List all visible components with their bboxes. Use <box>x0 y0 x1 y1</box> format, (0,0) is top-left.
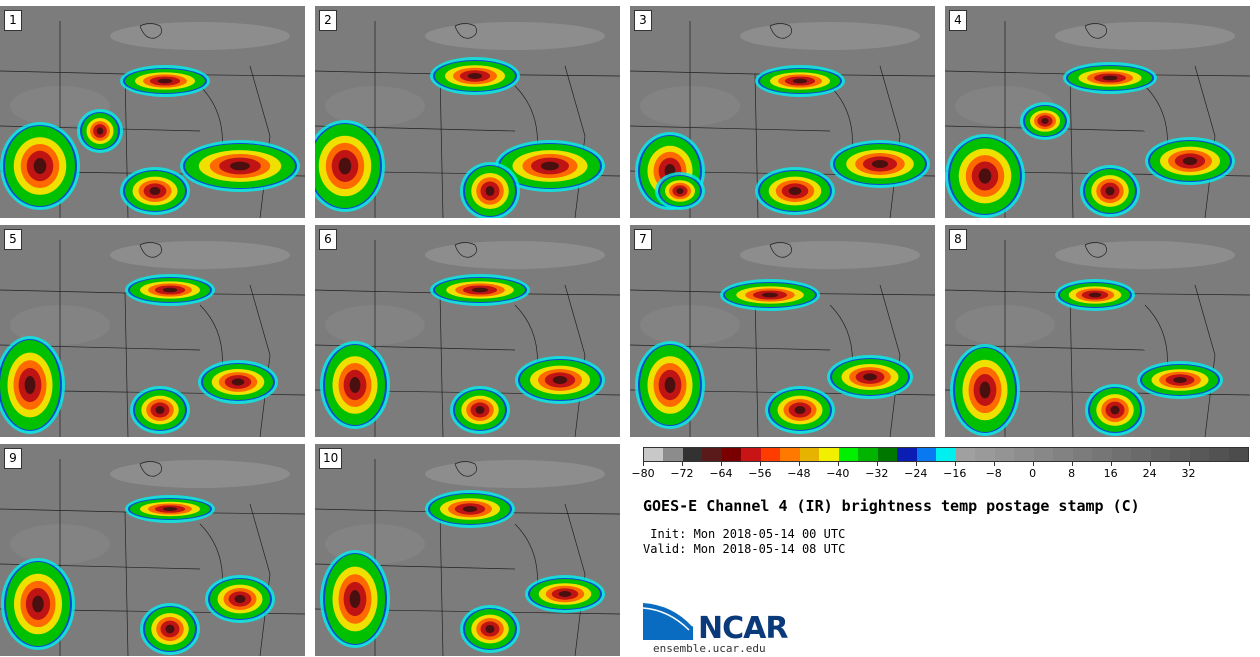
forecast-panel: 2 <box>315 6 620 218</box>
colorbar-swatch <box>1033 448 1054 461</box>
colorbar-swatch <box>994 448 1015 461</box>
colorbar-tick-label: −80 <box>631 467 655 480</box>
colorbar-swatch <box>1189 448 1210 461</box>
colorbar-tick <box>720 462 722 466</box>
temperature-colorbar: −80 −72 −64 −56 −48 −40 −32 −24 −16 −8 0 8 16 24 32 <box>631 447 1249 485</box>
colorbar-swatch <box>741 448 761 461</box>
panel-number: 9 <box>4 448 22 469</box>
site-url: ensemble.ucar.edu <box>653 642 766 655</box>
colorbar-swatch <box>858 448 878 461</box>
colorbar-tick <box>1032 462 1034 466</box>
colorbar-swatch <box>799 448 820 461</box>
colorbar-tick <box>1071 462 1073 466</box>
colorbar-tick-label: −72 <box>670 467 694 480</box>
colorbar-tick-label: 24 <box>1142 467 1157 480</box>
ir-satellite-map <box>630 6 935 218</box>
panel-number: 2 <box>319 10 337 31</box>
colorbar-tick-label: −48 <box>787 467 811 480</box>
colorbar-swatch <box>1150 448 1171 461</box>
ir-satellite-map <box>315 6 620 218</box>
colorbar-swatch <box>955 448 976 461</box>
colorbar-tick <box>681 462 683 466</box>
ir-satellite-map <box>315 444 620 656</box>
forecast-panel: 8 <box>945 225 1250 437</box>
ir-satellite-map <box>0 225 305 437</box>
colorbar-swatch <box>780 448 800 461</box>
ir-satellite-map <box>0 6 305 218</box>
colorbar-tick-label: −56 <box>748 467 772 480</box>
forecast-panel: 6 <box>315 225 620 437</box>
colorbar-swatch <box>1228 448 1249 461</box>
colorbar-swatch <box>819 448 839 461</box>
colorbar-swatch <box>682 448 703 461</box>
forecast-panel: 7 <box>630 225 935 437</box>
colorbar-swatch <box>1111 448 1132 461</box>
valid-time: Valid: Mon 2018-05-14 08 UTC <box>643 542 846 556</box>
colorbar-tick-label: −8 <box>985 467 1002 480</box>
colorbar-swatch <box>1072 448 1093 461</box>
colorbar-tick-label: 8 <box>1068 467 1076 480</box>
ir-satellite-map <box>945 6 1250 218</box>
colorbar-swatches <box>643 447 1249 462</box>
colorbar-swatch <box>721 448 742 461</box>
colorbar-tick-label: 16 <box>1103 467 1118 480</box>
colorbar-swatch <box>1053 448 1073 461</box>
ir-satellite-map <box>630 225 935 437</box>
colorbar-swatch <box>975 448 995 461</box>
colorbar-tick <box>876 462 878 466</box>
panel-number: 1 <box>4 10 22 31</box>
colorbar-swatch <box>1092 448 1112 461</box>
colorbar-tick-label: −24 <box>904 467 928 480</box>
colorbar-tick-label: −64 <box>709 467 733 480</box>
colorbar-tick <box>643 462 644 466</box>
colorbar-tick <box>798 462 800 466</box>
ir-satellite-map <box>945 225 1250 437</box>
colorbar-tick <box>954 462 956 466</box>
colorbar-swatch <box>916 448 937 461</box>
forecast-panel: 10 <box>315 444 620 656</box>
figure-title: GOES-E Channel 4 (IR) brightness temp po… <box>643 497 1140 515</box>
colorbar-swatch <box>838 448 859 461</box>
colorbar-tick <box>993 462 995 466</box>
colorbar-tick <box>1188 462 1190 466</box>
colorbar-swatch <box>760 448 781 461</box>
panel-number: 5 <box>4 229 22 250</box>
colorbar-tick-label: 0 <box>1029 467 1037 480</box>
colorbar-tick <box>759 462 761 466</box>
colorbar-tick <box>837 462 839 466</box>
colorbar-tick-label: −40 <box>826 467 850 480</box>
colorbar-swatch <box>663 448 683 461</box>
ncar-logo-icon <box>643 601 694 640</box>
panel-number: 4 <box>949 10 967 31</box>
ir-satellite-map <box>0 444 305 656</box>
colorbar-swatch <box>1170 448 1190 461</box>
panel-number: 7 <box>634 229 652 250</box>
forecast-panel: 1 <box>0 6 305 218</box>
panel-number: 3 <box>634 10 652 31</box>
colorbar-swatch <box>936 448 956 461</box>
ir-satellite-map <box>315 225 620 437</box>
colorbar-tick <box>1110 462 1112 466</box>
colorbar-tick-label: −16 <box>943 467 967 480</box>
init-time: Init: Mon 2018-05-14 00 UTC <box>643 527 846 541</box>
colorbar-tick-label: 32 <box>1181 467 1196 480</box>
forecast-panel: 3 <box>630 6 935 218</box>
colorbar-swatch <box>877 448 898 461</box>
forecast-panel: 4 <box>945 6 1250 218</box>
colorbar-swatch <box>644 448 664 461</box>
colorbar-tick-label: −32 <box>865 467 889 480</box>
colorbar-swatch <box>1014 448 1034 461</box>
panel-number: 8 <box>949 229 967 250</box>
forecast-panel: 9 <box>0 444 305 656</box>
colorbar-tick <box>1149 462 1151 466</box>
colorbar-swatch <box>1131 448 1151 461</box>
panel-number: 10 <box>319 448 343 469</box>
ncar-logo-text: NCAR <box>698 611 788 646</box>
colorbar-tick <box>915 462 917 466</box>
panel-number: 6 <box>319 229 337 250</box>
colorbar-swatch <box>897 448 917 461</box>
forecast-panel: 5 <box>0 225 305 437</box>
colorbar-swatch <box>702 448 722 461</box>
colorbar-swatch <box>1209 448 1229 461</box>
